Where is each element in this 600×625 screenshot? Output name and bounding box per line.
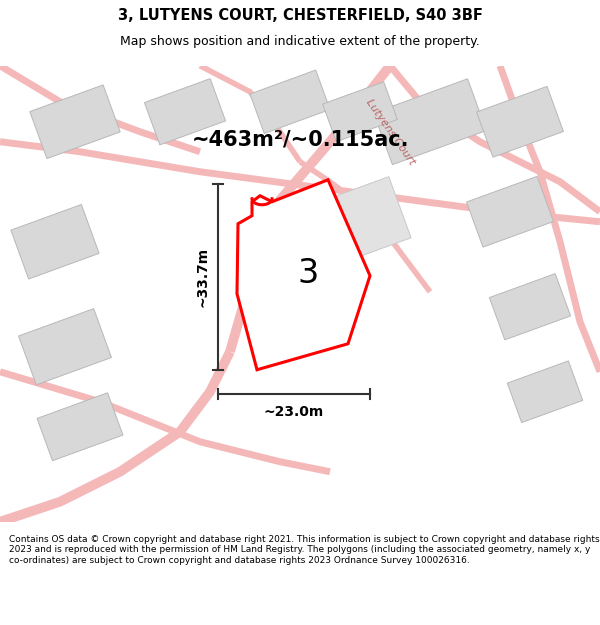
Text: ~23.0m: ~23.0m (264, 405, 324, 419)
Text: Map shows position and indicative extent of the property.: Map shows position and indicative extent… (120, 35, 480, 48)
Polygon shape (237, 180, 370, 370)
Polygon shape (374, 79, 487, 165)
Polygon shape (11, 204, 99, 279)
Polygon shape (30, 85, 120, 159)
Text: ~463m²/~0.115ac.: ~463m²/~0.115ac. (191, 130, 409, 150)
Text: Lutyens Court: Lutyens Court (364, 97, 416, 166)
Text: 3: 3 (298, 258, 319, 290)
Polygon shape (476, 86, 563, 157)
Polygon shape (37, 392, 123, 461)
Polygon shape (309, 177, 411, 267)
Polygon shape (490, 274, 571, 340)
Text: 3, LUTYENS COURT, CHESTERFIELD, S40 3BF: 3, LUTYENS COURT, CHESTERFIELD, S40 3BF (118, 8, 482, 23)
Polygon shape (145, 79, 226, 145)
Text: ~33.7m: ~33.7m (195, 247, 209, 307)
Polygon shape (507, 361, 583, 423)
Polygon shape (467, 176, 553, 247)
Polygon shape (323, 82, 397, 142)
Polygon shape (250, 70, 330, 134)
Polygon shape (19, 309, 112, 385)
Text: Contains OS data © Crown copyright and database right 2021. This information is : Contains OS data © Crown copyright and d… (9, 535, 599, 565)
